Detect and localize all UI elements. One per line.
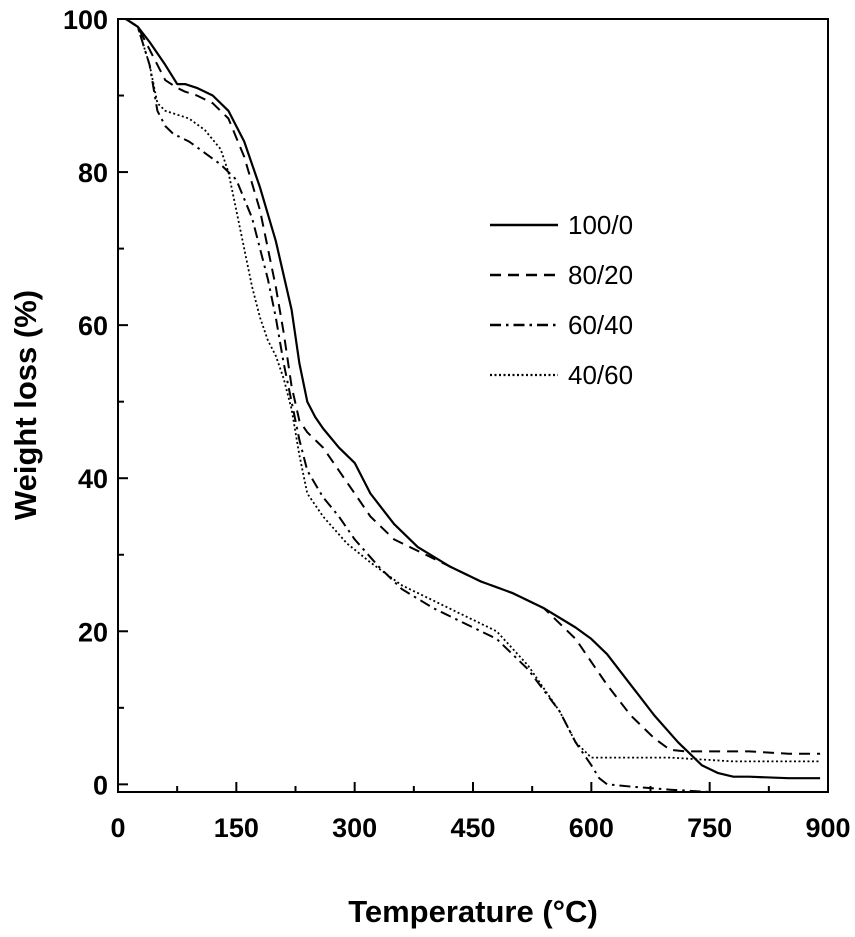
legend: 100/0 80/20 60/40 40/60: [490, 210, 633, 390]
legend-label-1: 100/0: [568, 210, 633, 240]
y-tick-label: 0: [93, 770, 108, 800]
x-axis-title: Temperature (°C): [348, 894, 598, 929]
series-line-2: [125, 19, 821, 755]
series-line-4: [125, 19, 821, 763]
x-tick-label: 300: [332, 813, 377, 843]
y-tick-label: 40: [78, 464, 108, 494]
x-tick-label: 150: [214, 813, 259, 843]
legend-label-4: 40/60: [568, 360, 633, 390]
y-tick-label: 60: [78, 311, 108, 341]
plot-frame: [117, 18, 829, 793]
x-tick-label: 750: [687, 813, 732, 843]
x-tick-label: 600: [569, 813, 614, 843]
axis-ticks: 0 150 300 450 600 750 900 0 20 40 60 80 100: [63, 5, 851, 843]
y-tick-label: 80: [78, 158, 108, 188]
series-layer: [125, 19, 821, 792]
legend-label-3: 60/40: [568, 310, 633, 340]
y-axis-title: Weight loss (%): [8, 290, 43, 520]
x-tick-label: 0: [110, 813, 125, 843]
y-tick-label: 100: [63, 5, 108, 35]
y-tick-label: 20: [78, 617, 108, 647]
x-tick-label: 900: [805, 813, 850, 843]
x-tick-label: 450: [450, 813, 495, 843]
series-line-1: [125, 19, 821, 780]
series-line-3: [125, 19, 821, 792]
legend-label-2: 80/20: [568, 260, 633, 290]
